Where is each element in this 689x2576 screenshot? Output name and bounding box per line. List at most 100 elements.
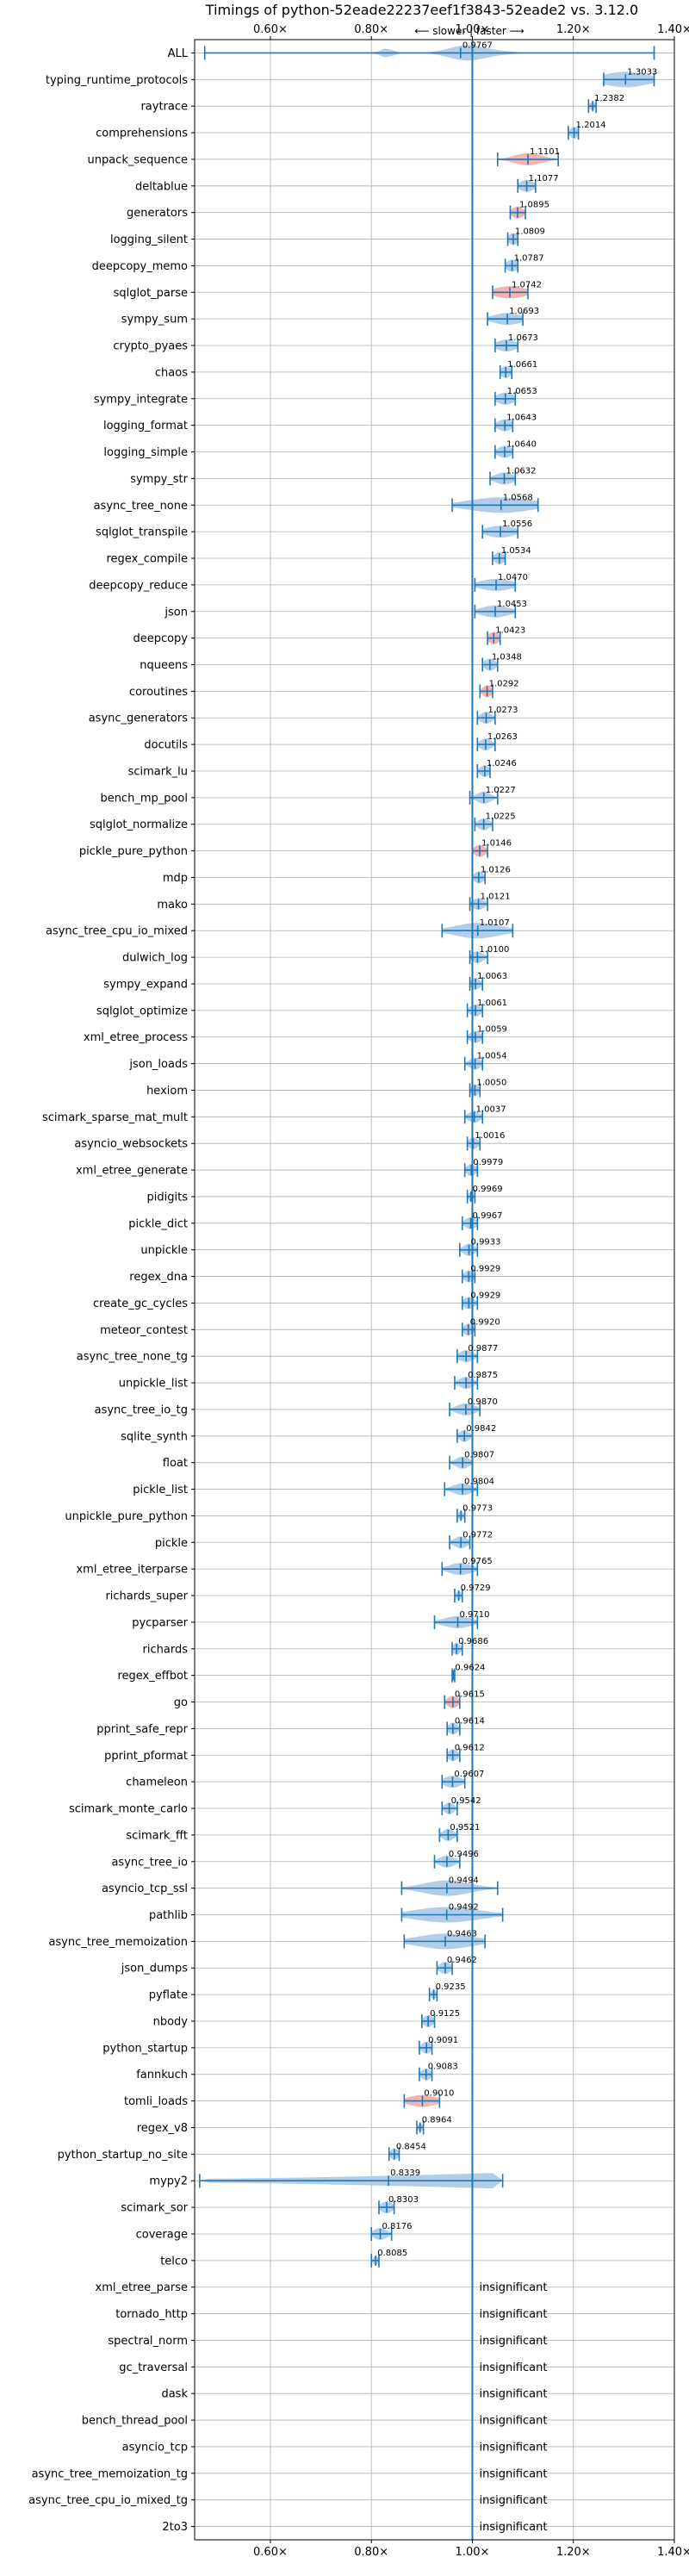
- category-label: pprint_safe_repr: [96, 1723, 188, 1736]
- category-label: logging_silent: [110, 233, 188, 246]
- category-label: regex_effbot: [117, 1670, 188, 1683]
- value-label: 1.0146: [481, 839, 512, 849]
- insignificant-label: insignificant: [479, 2308, 547, 2321]
- value-label: 1.0016: [475, 1131, 505, 1141]
- category-label: unpickle: [140, 1244, 188, 1257]
- value-label: 0.9979: [473, 1158, 503, 1167]
- category-label: deepcopy_memo: [92, 260, 188, 273]
- value-label: 1.0809: [515, 227, 545, 237]
- value-label: 0.9729: [461, 1584, 491, 1593]
- category-label: richards: [143, 1643, 189, 1656]
- value-label: 0.9612: [455, 1743, 485, 1752]
- value-label: 0.9010: [424, 2089, 454, 2099]
- x-tick-label-bottom: 1.00×: [456, 2546, 490, 2559]
- value-label: 1.2014: [576, 121, 606, 130]
- value-label: 1.0246: [487, 759, 517, 768]
- value-label: 0.9492: [449, 1903, 479, 1913]
- value-label: 1.0054: [477, 1052, 507, 1061]
- category-label: async_generators: [89, 712, 189, 725]
- value-label: 0.9875: [468, 1371, 498, 1380]
- chart-title: Timings of python-52eade22237eef1f3843-5…: [205, 2, 638, 18]
- category-label: coverage: [136, 2228, 188, 2241]
- x-tick-label-top: 0.80×: [354, 23, 388, 36]
- plot-frame: [194, 39, 675, 2541]
- value-label: 0.9125: [430, 2009, 460, 2019]
- category-label: pickle_list: [133, 1484, 188, 1496]
- category-label: fannkuch: [136, 2069, 188, 2081]
- category-label: unpickle_pure_python: [65, 1510, 188, 1523]
- category-label: sympy_integrate: [94, 393, 188, 406]
- value-label: 0.9767: [462, 40, 493, 50]
- category-label: regex_v8: [137, 2122, 188, 2135]
- x-tick-label-top: 1.20×: [556, 23, 591, 36]
- category-label: xml_etree_generate: [76, 1165, 188, 1178]
- value-label: 1.0273: [487, 706, 518, 715]
- category-label: async_tree_none_tg: [77, 1351, 188, 1364]
- category-label: richards_super: [105, 1590, 188, 1603]
- category-label: logging_simple: [103, 446, 188, 459]
- value-label: 1.2382: [594, 94, 624, 103]
- x-tick-label-bottom: 1.40×: [657, 2546, 689, 2559]
- value-label: 0.9521: [450, 1823, 480, 1832]
- value-label: 1.0423: [495, 626, 525, 636]
- direction-annotation: ⟵ slower | faster ⟶: [414, 25, 525, 37]
- category-label: pathlib: [149, 1909, 188, 1922]
- category-label: async_tree_cpu_io_mixed_tg: [28, 2494, 188, 2507]
- value-label: 1.0643: [506, 414, 537, 423]
- value-label: 1.0556: [502, 520, 532, 529]
- value-label: 0.9773: [462, 1503, 493, 1513]
- value-label: 0.9765: [462, 1557, 493, 1566]
- value-label: 1.0673: [508, 333, 538, 343]
- category-label: json: [164, 606, 188, 619]
- category-label: create_gc_cycles: [93, 1297, 188, 1310]
- value-label: 0.8303: [388, 2195, 419, 2205]
- x-tick-label-top: 1.40×: [657, 23, 689, 36]
- category-label: nqueens: [140, 659, 188, 672]
- value-label: 0.9967: [473, 1211, 503, 1221]
- category-label: json_dumps: [121, 1963, 188, 1976]
- category-label: sqlglot_optimize: [96, 1005, 188, 1017]
- value-label: 1.0107: [480, 918, 510, 928]
- value-label: 1.0100: [479, 945, 509, 955]
- category-label: sympy_expand: [103, 978, 188, 991]
- violin-layer: [199, 45, 655, 2265]
- category-label: pprint_pformat: [104, 1750, 188, 1763]
- value-label: 0.9710: [459, 1610, 489, 1620]
- value-label: 1.0661: [507, 360, 537, 370]
- value-label: 0.9235: [436, 1982, 466, 1992]
- value-label: 1.0225: [486, 812, 516, 822]
- value-label: 0.9920: [470, 1317, 500, 1327]
- category-label: spectral_norm: [108, 2335, 188, 2348]
- category-label: async_tree_none: [94, 500, 188, 513]
- value-label: 0.9607: [454, 1770, 484, 1779]
- mark-layer: [199, 40, 655, 2540]
- category-label: asyncio_websockets: [74, 1138, 188, 1151]
- value-label: 1.0292: [489, 679, 519, 688]
- value-label: 1.0653: [507, 387, 537, 396]
- value-label: 0.9686: [458, 1637, 488, 1646]
- value-label: 0.8454: [396, 2142, 426, 2151]
- x-tick-label-bottom: 0.60×: [253, 2546, 288, 2559]
- category-label: sqlite_synth: [121, 1430, 188, 1443]
- category-label: sympy_str: [130, 473, 188, 486]
- category-label: pidigits: [147, 1191, 189, 1204]
- category-label: sympy_sum: [121, 314, 188, 327]
- category-label: chameleon: [126, 1776, 188, 1789]
- value-label: 0.8085: [377, 2249, 407, 2258]
- value-label: 1.0263: [487, 732, 518, 742]
- category-label: sqlglot_normalize: [90, 818, 188, 831]
- value-label: 1.1101: [530, 147, 560, 157]
- category-label: tomli_loads: [124, 2095, 188, 2108]
- insignificant-label: insignificant: [479, 2494, 547, 2507]
- value-label: 0.9772: [462, 1530, 493, 1540]
- category-label: async_tree_memoization_tg: [32, 2467, 188, 2480]
- value-label: 0.9877: [468, 1344, 498, 1353]
- category-label: deepcopy_reduce: [89, 579, 188, 592]
- category-label: hexiom: [146, 1085, 188, 1098]
- value-label: 1.0534: [501, 546, 531, 556]
- value-label: 0.9462: [447, 1956, 477, 1965]
- category-label: 2to3: [162, 2521, 188, 2534]
- category-label: raytrace: [140, 101, 188, 114]
- value-label: 1.0059: [477, 1025, 507, 1035]
- label-layer: 0.60× 0.60× 0.80× 0.80× 1.00× 1.00× 1.20× 1.20×…: [28, 23, 689, 2559]
